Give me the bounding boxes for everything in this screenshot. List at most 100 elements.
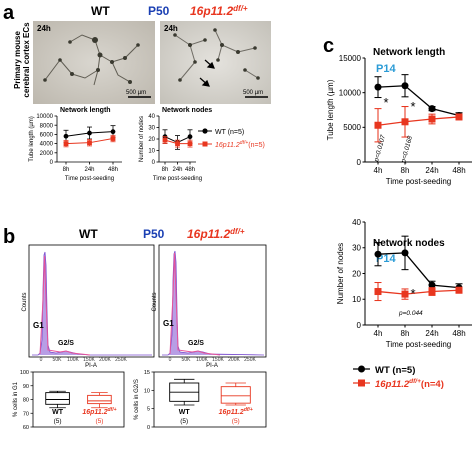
b_boxes_g1-cat-mut: 16p11.2df/+	[82, 407, 116, 416]
a_length-xtick-label: 8h	[63, 167, 70, 173]
b_boxes_g2-n-wt: (5)	[180, 418, 188, 425]
legend-c-wt-label: WT (n=5)	[375, 365, 415, 376]
svg-text:0: 0	[40, 357, 43, 363]
svg-text:50K: 50K	[53, 357, 63, 363]
panel-b-p50-label: P50	[143, 227, 165, 241]
legend-a-wt-label: WT (n=5)	[215, 129, 244, 136]
panel-b-wt-header: WT	[79, 227, 98, 241]
c_nodes-xlabel: Time post-seeding	[386, 340, 452, 349]
star-length-8h: *	[410, 99, 415, 114]
b_boxes_g2-ylabel: % cells in G2/S	[134, 379, 140, 420]
c_nodes-series-0-point	[428, 281, 436, 289]
c_nodes-ytick-label: 20	[352, 269, 361, 278]
a_length-xtick-label: 24h	[84, 167, 94, 173]
a_length-ytick-label: 4000	[40, 142, 54, 148]
svg-text:100K: 100K	[67, 357, 79, 363]
hist-mut-g2s-label: G2/S	[188, 340, 204, 347]
micrograph-mut: 24h 500 µm	[160, 21, 271, 104]
c_nodes-xtick-label: 4h	[374, 329, 383, 338]
c_nodes-xtick-label: 24h	[425, 329, 438, 338]
micrograph-mut-scale: 500 µm	[243, 90, 263, 96]
c_length-xlabel: Time post-seeding	[386, 177, 452, 186]
c_length-series-0-point	[428, 105, 436, 113]
legend-a-mut-marker	[202, 141, 208, 147]
panel-c-title-nodes: Network nodes	[373, 238, 445, 249]
panel-b-mut-header: 16p11.2df/+	[187, 227, 245, 241]
b_boxes_g2-n-mut: (5)	[232, 418, 240, 425]
c_length-xtick-label: 8h	[401, 166, 410, 175]
c_length-xtick-label: 48h	[452, 166, 465, 175]
c_nodes-series-1-point	[455, 286, 463, 294]
c_length-ytick-label: 10000	[339, 88, 362, 97]
legend-c-mut-marker	[358, 379, 365, 387]
a_length-series-1-point	[110, 136, 116, 141]
micrograph-wt-time: 24h	[37, 24, 51, 33]
svg-text:50K: 50K	[182, 357, 192, 363]
a_nodes-series-1-point	[187, 141, 193, 146]
b_boxes_g1-ytick-label: 100	[20, 370, 29, 376]
svg-text:200K: 200K	[228, 357, 240, 363]
chart-a-network-nodes: 0 10 20 30 40 8h 24h 48h Network nodes Time post-…	[139, 107, 212, 182]
b_boxes_g1-ytick-label: 60	[23, 425, 29, 431]
a_length-ytick-label: 2000	[40, 151, 54, 157]
svg-text:0: 0	[169, 357, 172, 363]
c_nodes-ytick-label: 30	[352, 244, 361, 253]
b_boxes_g1-ylabel: % cells in G1	[13, 381, 19, 417]
panel-a-side-label: Primary mouse cerebral cortex ECs	[13, 22, 31, 98]
c_length-xtick-label: 4h	[374, 166, 383, 175]
a_length-series-0-point	[110, 129, 116, 135]
a_length-ytick-label: 0	[50, 160, 54, 166]
legend-c-wt-marker	[358, 365, 365, 373]
panel-a-mut-header: 16p11.2df/+	[190, 4, 248, 18]
chart-a-network-length: 0 2000 4000 6000 8000 10000 8h 24h 48h Network le…	[29, 107, 122, 182]
c_nodes-series-1-point	[374, 288, 382, 296]
a_nodes-xlabel: Time post-seeding	[153, 176, 202, 182]
a_length-ytick-label: 8000	[40, 123, 54, 129]
star-length-4h: *	[383, 95, 388, 110]
a_nodes-series-1-point	[175, 141, 180, 146]
b_boxes_g2-ytick-label: 10	[144, 388, 150, 394]
a_length-ylabel: Tube length (µm)	[29, 116, 35, 162]
b_boxes_g2-box-1	[220, 386, 251, 404]
a_nodes-xtick-label: 48h	[185, 167, 195, 173]
c_nodes-xtick-label: 8h	[401, 329, 410, 338]
c_length-ytick-label: 15000	[339, 54, 362, 63]
star-nodes-8h: *	[410, 286, 415, 301]
pvalue-8h: p=0.0168	[400, 135, 414, 165]
c_length-series-1-point	[428, 115, 436, 123]
panel-a-wt-header: WT	[91, 4, 110, 18]
a_length-series-0-point	[63, 133, 69, 139]
svg-text:150K: 150K	[212, 357, 224, 363]
a_nodes-ylabel: Number of nodes	[139, 116, 145, 162]
b_boxes_g1-cat-wt: WT	[52, 409, 64, 416]
a_length-series-1-point	[63, 141, 69, 146]
hist-mut-xlabel: PI-A	[206, 363, 218, 369]
histogram-mut: G1 G2/S Counts PI-A 0 50K 100K 150K 200K 250K	[152, 244, 267, 369]
micrograph-wt-scale: 500 µm	[126, 90, 146, 96]
a_length-series-0-point	[87, 130, 92, 136]
hist-wt-xlabel: PI-A	[85, 363, 97, 369]
a_length-ytick-label: 6000	[40, 133, 54, 139]
micrograph-mut-time: 24h	[164, 24, 178, 33]
c_nodes-xtick-label: 48h	[452, 329, 465, 338]
legend-a-mut-label: 16p11.2df/+(n=5)	[215, 140, 265, 149]
svg-text:150K: 150K	[83, 357, 95, 363]
b_boxes_g2-cat-wt: WT	[179, 409, 191, 416]
hist-mut-ylabel: Counts	[152, 292, 158, 311]
b_boxes_g1-box-0	[45, 392, 70, 405]
c_nodes-ylabel: Number of nodes	[336, 243, 345, 304]
a_length-xlabel: Time post-seeding	[65, 176, 114, 182]
c_length-xtick-label: 24h	[425, 166, 438, 175]
a_nodes-xtick-label: 8h	[162, 167, 169, 173]
pvalue-nodes: p=0.044	[398, 310, 423, 317]
hist-mut-g1-label: G1	[163, 319, 174, 328]
a_length-title: Network length	[60, 107, 111, 114]
b_boxes_g2-ytick-label: 15	[144, 370, 150, 376]
c_length-series-1-point	[455, 113, 463, 121]
a_length-series-1-point	[87, 140, 92, 146]
b_boxes_g1-ytick-label: 90	[23, 384, 29, 390]
panel-b-letter: b	[3, 226, 15, 248]
histogram-wt: G1 G2/S Counts PI-A 0 50K 100K 150K 200K 250K	[22, 244, 155, 369]
